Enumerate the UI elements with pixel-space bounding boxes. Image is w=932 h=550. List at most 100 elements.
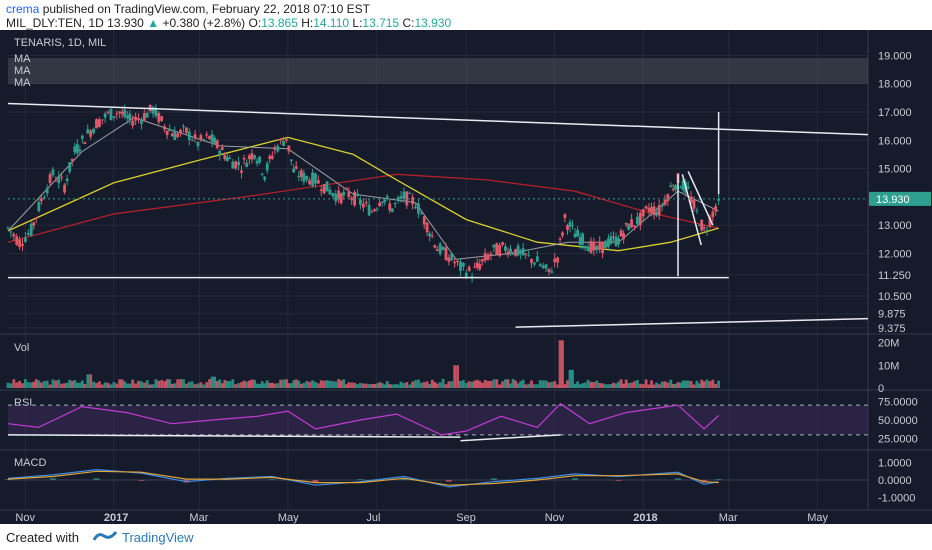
volume-bar (279, 379, 283, 388)
candle-body (390, 208, 394, 212)
volume-bar (350, 382, 354, 388)
created-with-text: Created with (6, 530, 79, 545)
volume-bar (316, 383, 320, 388)
legend-ma-2[interactable]: MA (14, 65, 31, 77)
candle-body (692, 200, 696, 209)
volume-bar (78, 382, 82, 388)
volume-bar (475, 379, 479, 388)
candle-body (196, 141, 200, 147)
candle-body (679, 187, 682, 189)
macd-histogram-bar (138, 480, 145, 481)
ma-yellow-line (7, 136, 719, 252)
candle-body (586, 246, 590, 252)
volume-bar (292, 380, 296, 388)
candle-body (334, 193, 338, 202)
candle-body (650, 207, 653, 213)
candle-body (541, 265, 545, 269)
volume-bar (92, 381, 95, 388)
time-axis: Nov 2017 Mar May Jul Sep Nov 2018 Mar May (15, 512, 828, 524)
volume-bar (388, 383, 392, 388)
candle-body (65, 178, 69, 182)
volume-bar (711, 379, 715, 388)
volume-bar (644, 379, 648, 388)
candle-body (578, 236, 582, 245)
candle-body (299, 170, 303, 177)
legend-ma-3[interactable]: MA (14, 77, 31, 89)
volume-bar (617, 381, 620, 388)
volume-bar (422, 382, 426, 388)
volume-bar (145, 380, 149, 388)
candle-body (12, 233, 16, 237)
candle-body (524, 253, 528, 255)
candle-body (123, 109, 127, 117)
volume-bar (441, 378, 445, 388)
volume-bar (308, 381, 312, 388)
price-tick-label: 18.000 (878, 79, 912, 91)
volume-bar (240, 382, 243, 388)
candle-body (39, 198, 43, 202)
chart-panel[interactable]: TENARIS, 1D, MIL MA MA MA 19.000 18.000 17… (0, 30, 932, 524)
candle-body (294, 166, 298, 169)
price-tick-label: 17.000 (878, 107, 912, 119)
volume-bar (430, 379, 434, 388)
volume-bar (676, 382, 680, 388)
candle-body (34, 217, 38, 219)
candle-body (115, 113, 119, 115)
volume-bar (547, 382, 551, 388)
volume-bar (86, 374, 90, 388)
volume-bar (75, 382, 79, 388)
candle-body (270, 155, 274, 159)
volume-bar (57, 379, 61, 388)
candle-body (308, 180, 312, 185)
legend-ma-1[interactable]: MA (14, 53, 31, 65)
candle-body (29, 224, 33, 236)
candle-body (316, 180, 320, 184)
tradingview-brand[interactable]: TradingView (122, 530, 194, 545)
candle-body (380, 201, 384, 203)
candle-body (205, 134, 209, 136)
time-tick-label: Jul (366, 512, 380, 524)
candle-body (647, 208, 651, 212)
candle-body (250, 153, 254, 160)
price-tick-label: 10.500 (878, 291, 912, 303)
candle-body (265, 163, 269, 171)
candle-body (279, 139, 283, 141)
volume-bar (112, 382, 116, 388)
volume-bar (527, 383, 531, 388)
volume-bar (521, 379, 525, 388)
candle-body (118, 111, 122, 114)
close-value: 13.930 (414, 16, 452, 30)
author-link[interactable]: crema (6, 2, 40, 16)
candle-body (193, 134, 197, 139)
volume-bar (498, 384, 502, 388)
volume-bar (270, 382, 274, 388)
volume-bar (544, 380, 548, 388)
volume-bar (282, 379, 285, 388)
candle-body (210, 134, 214, 143)
volume-bar (695, 380, 699, 388)
time-tick-label: 2017 (104, 512, 128, 524)
price-change: +0.380 (+2.8%) (162, 16, 246, 30)
volume-tick-label: 0 (878, 383, 884, 395)
candle-body (339, 193, 343, 204)
volume-bar (168, 379, 172, 388)
volume-bar (294, 379, 298, 388)
time-tick-label: May (807, 512, 828, 524)
candle-body (504, 246, 507, 251)
rsi-tick-label: 25.0000 (878, 434, 918, 446)
candle-body (231, 161, 235, 169)
candle-body (45, 188, 49, 194)
candle-body (622, 233, 626, 240)
volume-bar (196, 383, 200, 388)
main-title: TENARIS, 1D, MIL (14, 37, 106, 49)
chart-svg[interactable]: TENARIS, 1D, MIL MA MA MA 19.000 18.000 17… (0, 30, 932, 524)
volume-bar (373, 384, 376, 388)
candle-body (213, 137, 217, 144)
volume-bar (103, 382, 107, 388)
candle-body (527, 254, 531, 256)
volume-bar (170, 383, 174, 388)
ohlc-line: MIL_DLY:TEN, 1D 13.930 ▲ +0.380 (+2.8%) … (6, 16, 451, 30)
volume-bar (666, 382, 670, 388)
candle-body (583, 246, 587, 249)
volume-bar (447, 381, 451, 388)
